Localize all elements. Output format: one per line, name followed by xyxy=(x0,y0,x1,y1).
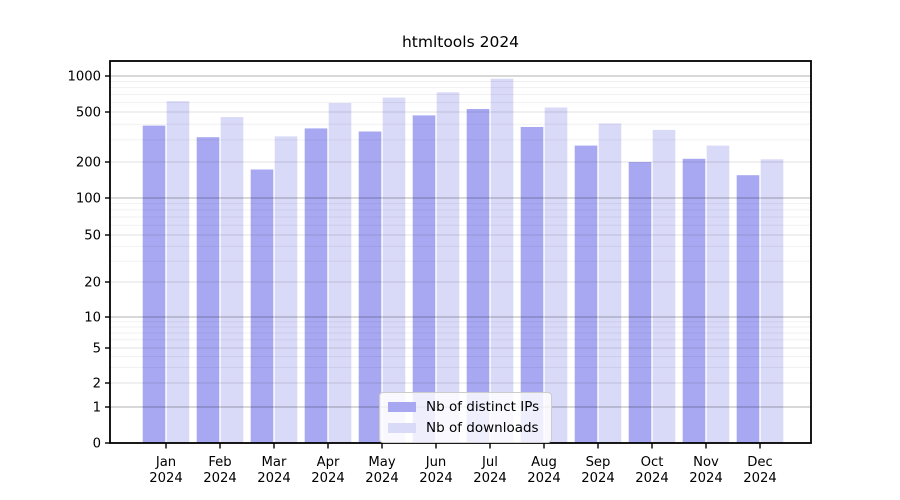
bar-distinct-ips-may xyxy=(358,131,382,443)
bar-downloads-may xyxy=(382,97,406,443)
x-tick-label-year-feb: 2024 xyxy=(203,471,237,486)
y-tick-label-0: 0 xyxy=(93,437,101,452)
legend-label-distinct-ips: Nb of distinct IPs xyxy=(426,399,540,415)
legend-row-downloads: Nb of downloads xyxy=(388,420,539,436)
x-tick-label-month-oct: Oct xyxy=(641,455,664,470)
x-tick-label-year-aug: 2024 xyxy=(527,471,561,486)
x-tick-label-year-oct: 2024 xyxy=(635,471,669,486)
legend-swatch-distinct-ips xyxy=(388,402,416,412)
x-tick-label-month-nov: Nov xyxy=(693,455,719,470)
y-tick-label-1000: 1000 xyxy=(67,70,101,85)
bar-distinct-ips-mar xyxy=(250,169,274,443)
bar-downloads-apr xyxy=(328,103,352,443)
bar-distinct-ips-feb xyxy=(196,137,220,443)
x-tick-label-month-jan: Jan xyxy=(155,455,176,470)
bar-downloads-oct xyxy=(652,129,676,443)
bar-downloads-mar xyxy=(274,136,298,443)
bar-distinct-ips-jan xyxy=(142,125,166,443)
x-tick-label-month-aug: Aug xyxy=(531,455,557,470)
bar-distinct-ips-jun xyxy=(412,115,436,444)
y-tick-label-500: 500 xyxy=(76,106,101,121)
legend-label-downloads: Nb of downloads xyxy=(426,420,539,436)
y-tick-label-5: 5 xyxy=(93,342,101,357)
x-tick-label-year-jun: 2024 xyxy=(419,471,453,486)
y-tick-label-200: 200 xyxy=(76,156,101,171)
legend: Nb of distinct IPs Nb of downloads xyxy=(379,392,553,443)
y-tick-label-20: 20 xyxy=(84,276,101,291)
x-tick-label-year-apr: 2024 xyxy=(311,471,345,486)
bar-distinct-ips-apr xyxy=(304,128,328,443)
x-tick-label-year-mar: 2024 xyxy=(257,471,291,486)
bar-downloads-nov xyxy=(706,145,730,443)
x-tick-label-month-feb: Feb xyxy=(208,455,231,470)
bar-distinct-ips-aug xyxy=(520,127,544,443)
chart-title: htmltools 2024 xyxy=(401,33,520,51)
x-tick-label-year-nov: 2024 xyxy=(689,471,723,486)
x-tick-label-year-jul: 2024 xyxy=(473,471,507,486)
x-tick-label-year-may: 2024 xyxy=(365,471,399,486)
axes-frame xyxy=(109,60,812,444)
bar-distinct-ips-jul xyxy=(466,109,490,443)
y-tick-label-2: 2 xyxy=(93,377,101,392)
y-tick-label-100: 100 xyxy=(76,192,101,207)
x-tick-label-year-sep: 2024 xyxy=(581,471,615,486)
x-tick-label-month-jun: Jun xyxy=(425,455,447,470)
y-tick-label-1: 1 xyxy=(93,401,101,416)
bar-downloads-dec xyxy=(760,159,784,444)
x-tick-label-month-sep: Sep xyxy=(586,455,611,470)
x-tick-label-month-jul: Jul xyxy=(481,455,498,470)
x-tick-label-year-jan: 2024 xyxy=(149,471,183,486)
bar-distinct-ips-nov xyxy=(682,158,706,444)
x-tick-label-month-dec: Dec xyxy=(747,455,773,470)
y-tick-label-50: 50 xyxy=(84,229,101,244)
bar-distinct-ips-dec xyxy=(736,175,760,443)
y-tick-label-10: 10 xyxy=(84,311,101,326)
bar-downloads-feb xyxy=(220,117,244,443)
x-tick-label-month-mar: Mar xyxy=(262,455,287,470)
bar-downloads-jun xyxy=(436,92,460,444)
bar-distinct-ips-oct xyxy=(628,162,652,443)
x-tick-label-month-may: May xyxy=(368,455,395,470)
bar-distinct-ips-sep xyxy=(574,145,598,443)
bar-downloads-aug xyxy=(544,107,568,443)
legend-swatch-downloads xyxy=(388,423,416,433)
bar-downloads-jul xyxy=(490,78,514,443)
x-tick-label-year-dec: 2024 xyxy=(743,471,777,486)
x-tick-label-month-apr: Apr xyxy=(317,455,340,470)
bar-downloads-jan xyxy=(166,101,190,443)
bar-downloads-sep xyxy=(598,123,622,443)
legend-row-distinct-ips: Nb of distinct IPs xyxy=(388,399,539,415)
